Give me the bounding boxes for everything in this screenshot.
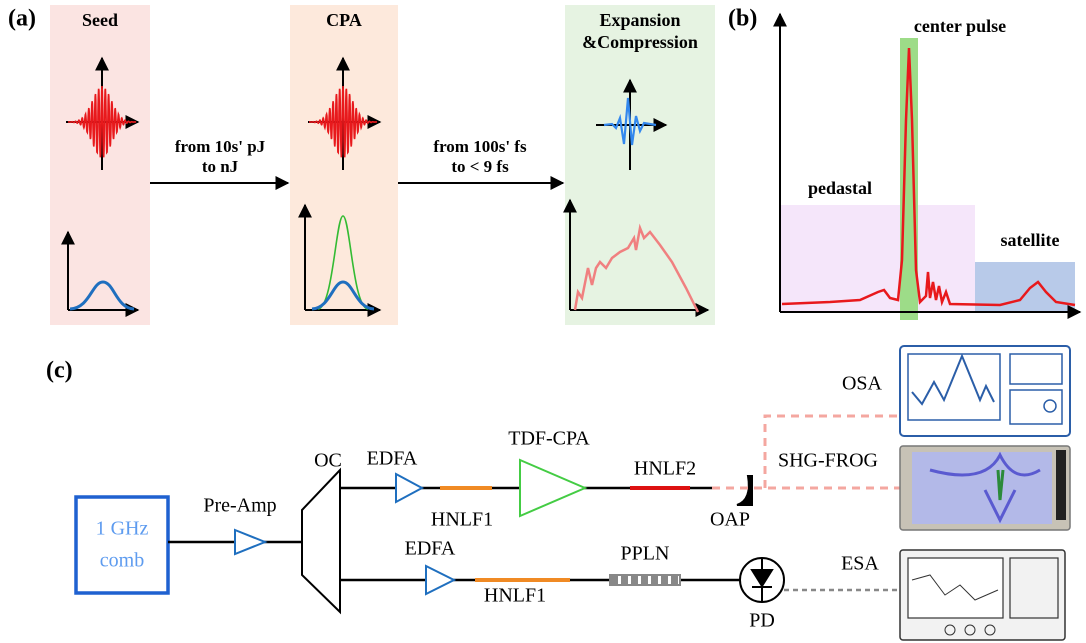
comb-label: comb	[100, 550, 144, 572]
label: HNLF2	[634, 458, 696, 480]
label: EDFA	[367, 448, 418, 470]
label: OSA	[842, 373, 883, 395]
panel-label: (b)	[728, 6, 757, 32]
stage-title: Seed	[82, 10, 118, 30]
label: HNLF1	[484, 585, 546, 607]
figure: (a) Seed CPA Expansion &Compression from…	[0, 0, 1086, 643]
comb-label: 1 GHz	[96, 518, 149, 540]
label: OC	[314, 450, 342, 472]
label: ESA	[841, 553, 879, 575]
comb	[76, 497, 168, 593]
stage-title: Expansion	[599, 10, 680, 30]
annotation: pedastal	[808, 178, 872, 198]
label: Pre-Amp	[203, 495, 276, 517]
label: SHG-FROG	[778, 450, 878, 472]
label: TDF-CPA	[508, 428, 590, 450]
annotation: center pulse	[914, 16, 1006, 36]
annotation: satellite	[1001, 230, 1060, 250]
panel-b: (b) center pulse pedastal satellite	[728, 6, 1080, 321]
label: OAP	[710, 509, 750, 531]
panel-label: (c)	[46, 358, 73, 384]
arrow-label: from 100s' fs	[433, 137, 527, 156]
label: EDFA	[405, 538, 456, 560]
stage-box	[50, 5, 150, 325]
panel-a: (a) Seed CPA Expansion &Compression from…	[8, 5, 715, 325]
arrow-label: to nJ	[202, 157, 239, 176]
arrow-label: from 10s' pJ	[175, 137, 266, 156]
stage-title: &Compression	[582, 32, 698, 52]
panel-label: (a)	[8, 6, 36, 32]
arrow-label: to < 9 fs	[451, 157, 509, 176]
stage-title: CPA	[326, 10, 362, 30]
label: HNLF1	[431, 509, 493, 531]
label: PPLN	[621, 543, 670, 565]
stage-box	[565, 5, 715, 325]
panel-c: (c) 1 GHz comb Pre-Amp OC EDFA HNLF1 TDF…	[46, 346, 1070, 640]
label: PD	[749, 610, 775, 632]
